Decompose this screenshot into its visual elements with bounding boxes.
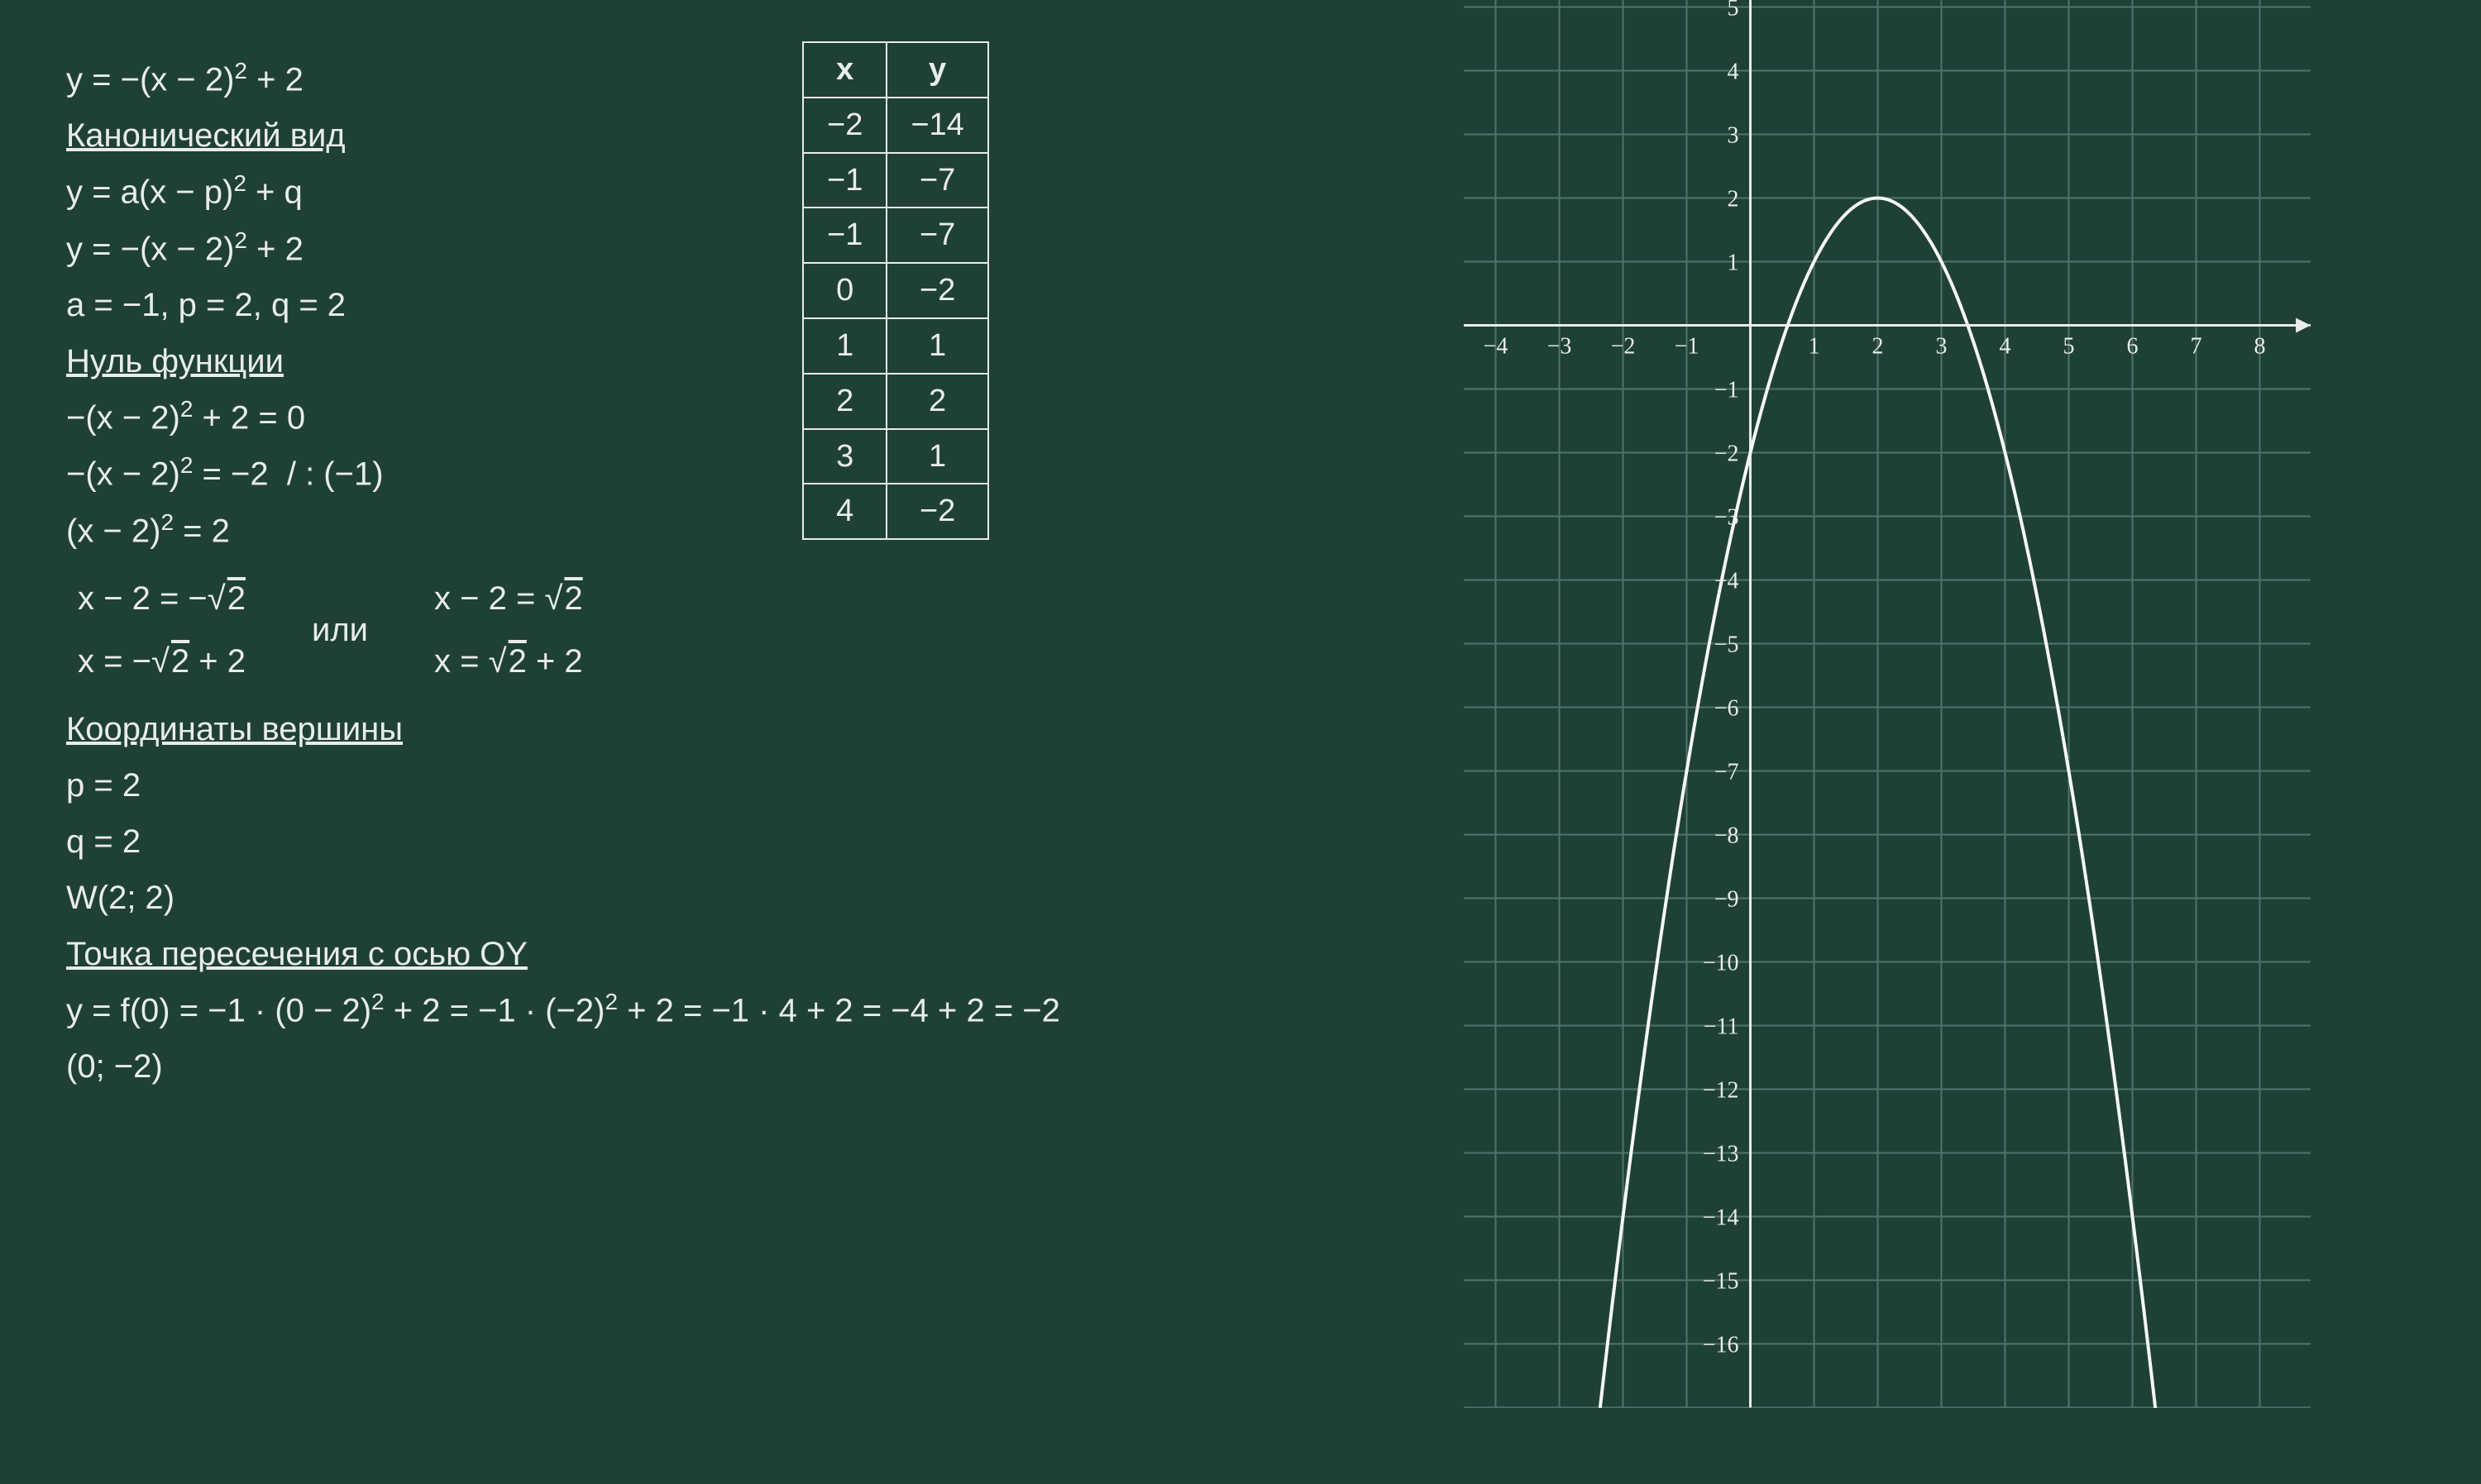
table-cell: −2 (887, 484, 987, 539)
vertex-line-1: p = 2 (66, 759, 1472, 812)
svg-text:−4: −4 (1714, 569, 1739, 594)
svg-text:−6: −6 (1714, 695, 1739, 721)
zeros-branches: x − 2 = −√2 x = −√2 + 2 или x − 2 = √2 x… (78, 569, 1472, 691)
svg-text:−10: −10 (1703, 950, 1739, 976)
svg-text:4: 4 (1999, 334, 2010, 360)
svg-text:1: 1 (1808, 334, 1819, 360)
table-row: 4−2 (803, 484, 988, 539)
table-row: −1−7 (803, 153, 988, 208)
table-cell: −2 (887, 263, 987, 318)
table-cell: −1 (803, 208, 887, 263)
table-cell: −1 (803, 153, 887, 208)
table-row: 31 (803, 429, 988, 484)
table-row: 11 (803, 318, 988, 374)
svg-text:6: 6 (2126, 334, 2138, 360)
table-header-y: y (887, 42, 987, 98)
svg-text:−2: −2 (1714, 441, 1739, 467)
table-row: −2−14 (803, 98, 988, 153)
svg-text:−16: −16 (1703, 1332, 1739, 1358)
branch-left-2: x = −√2 + 2 (78, 635, 246, 688)
svg-text:−7: −7 (1714, 759, 1739, 785)
svg-text:−12: −12 (1703, 1077, 1739, 1103)
svg-text:2: 2 (1872, 334, 1883, 360)
table-cell: 3 (803, 429, 887, 484)
branch-left-1: x − 2 = −√2 (78, 572, 246, 625)
svg-text:−9: −9 (1714, 886, 1739, 912)
table-header-x: x (803, 42, 887, 98)
value-table: x y −2−14−1−7−1−70−21122314−2 (802, 41, 989, 540)
branch-right-1: x − 2 = √2 (434, 572, 583, 625)
zeros-line-1: −(x − 2)2 + 2 = 0 (66, 391, 1472, 444)
svg-text:−2: −2 (1611, 334, 1636, 360)
page-root: y = −(x − 2)2 + 2 Канонический вид y = a… (0, 0, 2481, 1484)
branch-right-2: x = √2 + 2 (434, 635, 583, 688)
svg-text:−15: −15 (1703, 1268, 1739, 1294)
graph-svg: −4−3−2−11234567854321−1−2−3−4−5−6−7−8−9−… (1464, 0, 2311, 1408)
canonical-line-2: y = −(x − 2)2 + 2 (66, 222, 1472, 275)
svg-text:−1: −1 (1675, 334, 1699, 360)
oy-title: Точка пересечения с осью OY (66, 928, 1472, 981)
svg-text:7: 7 (2190, 334, 2201, 360)
svg-text:4: 4 (1727, 60, 1738, 85)
graph-panel: −4−3−2−11234567854321−1−2−3−4−5−6−7−8−9−… (1464, 0, 2481, 1484)
text-column: y = −(x − 2)2 + 2 Канонический вид y = a… (66, 50, 1472, 1096)
zeros-line-3: (x − 2)2 = 2 (66, 504, 1472, 557)
table-row: −1−7 (803, 208, 988, 263)
zeros-title: Нуль функции (66, 335, 1472, 388)
vertex-line-2: q = 2 (66, 815, 1472, 868)
table-cell: 0 (803, 263, 887, 318)
canonical-line-1: y = a(x − p)2 + q (66, 165, 1472, 218)
canonical-title: Канонический вид (66, 109, 1472, 162)
zeros-branch-left: x − 2 = −√2 x = −√2 + 2 (78, 569, 246, 691)
svg-text:3: 3 (1935, 334, 1947, 360)
svg-text:5: 5 (1727, 0, 1738, 21)
svg-text:2: 2 (1727, 187, 1738, 212)
table-cell: 1 (803, 318, 887, 374)
svg-text:3: 3 (1727, 123, 1738, 149)
table-cell: −7 (887, 153, 987, 208)
table-cell: −7 (887, 208, 987, 263)
table-cell: −14 (887, 98, 987, 153)
oy-line-2: (0; −2) (66, 1040, 1472, 1093)
svg-text:1: 1 (1727, 251, 1738, 276)
table-row: 0−2 (803, 263, 988, 318)
vertex-title: Координаты вершины (66, 703, 1472, 756)
zeros-line-2: −(x − 2)2 = −2 / : (−1) (66, 447, 1472, 500)
table-cell: 2 (887, 374, 987, 429)
svg-text:−1: −1 (1714, 378, 1739, 403)
svg-text:−11: −11 (1704, 1014, 1739, 1039)
oy-line-1: y = f(0) = −1 · (0 − 2)2 + 2 = −1 · (−2)… (66, 984, 1472, 1037)
svg-text:−4: −4 (1484, 334, 1508, 360)
svg-text:−8: −8 (1714, 823, 1739, 848)
or-word: или (312, 604, 368, 656)
table-cell: −2 (803, 98, 887, 153)
svg-text:8: 8 (2254, 334, 2265, 360)
table-cell: 2 (803, 374, 887, 429)
table-header-row: x y (803, 42, 988, 98)
table-cell: 1 (887, 318, 987, 374)
table-row: 22 (803, 374, 988, 429)
svg-text:−3: −3 (1547, 334, 1572, 360)
canonical-line-3: a = −1, p = 2, q = 2 (66, 279, 1472, 332)
svg-text:5: 5 (2063, 334, 2074, 360)
vertex-line-3: W(2; 2) (66, 871, 1472, 924)
main-equation: y = −(x − 2)2 + 2 (66, 53, 1472, 106)
svg-text:−13: −13 (1703, 1141, 1739, 1167)
svg-text:−5: −5 (1714, 632, 1739, 658)
zeros-branch-right: x − 2 = √2 x = √2 + 2 (434, 569, 583, 691)
table-cell: 1 (887, 429, 987, 484)
table-cell: 4 (803, 484, 887, 539)
svg-text:−14: −14 (1703, 1205, 1739, 1230)
